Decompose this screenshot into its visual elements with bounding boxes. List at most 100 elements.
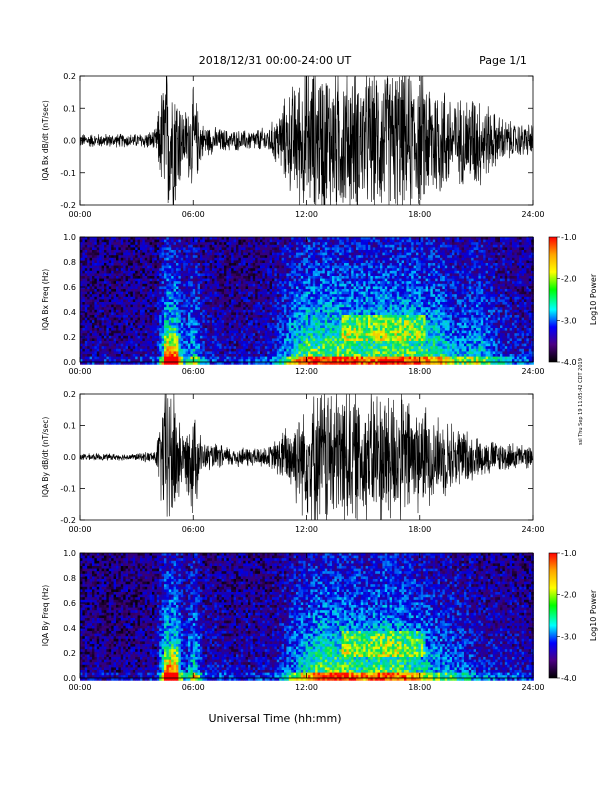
spectrogram-cell [118, 279, 121, 282]
spectrogram-cell [253, 305, 256, 308]
spectrogram-cell [253, 297, 256, 300]
spectrogram-cell [162, 247, 165, 250]
spectrogram-cell [265, 299, 268, 302]
spectrogram-cell [258, 344, 261, 347]
spectrogram-cell [154, 237, 157, 240]
spectrogram-cell [133, 346, 136, 349]
spectrogram-cell [260, 331, 263, 334]
spectrogram-cell [147, 349, 150, 352]
spectrogram-cell [210, 279, 213, 282]
spectrogram-cell [111, 328, 114, 331]
spectrogram-cell [99, 255, 102, 258]
spectrogram-cell [294, 255, 297, 258]
spectrogram-cell [178, 323, 181, 326]
spectrogram-cell [142, 307, 145, 310]
spectrogram-cell [322, 247, 325, 250]
spectrogram-cell [164, 315, 167, 318]
spectrogram-cell [267, 237, 270, 240]
spectrogram-cell [267, 320, 270, 323]
spectrogram-cell [214, 245, 217, 248]
spectrogram-cell [114, 263, 117, 266]
spectrogram-cell [154, 315, 157, 318]
spectrogram-cell [282, 260, 285, 263]
spectrogram-cell [265, 344, 268, 347]
spectrogram-cell [248, 305, 251, 308]
spectrogram-cell [224, 323, 227, 326]
spectrogram-cell [236, 281, 239, 284]
spectrogram-cell [238, 242, 241, 245]
spectrogram-cell [207, 349, 210, 352]
spectrogram-cell [217, 305, 220, 308]
spectrogram-cell [159, 273, 162, 276]
spectrogram-cell [90, 245, 93, 248]
spectrogram-cell [298, 325, 301, 328]
spectrogram-cell [236, 242, 239, 245]
spectrogram-cell [315, 266, 318, 269]
spectrogram-cell [308, 247, 311, 250]
spectrogram-cell [274, 302, 277, 305]
spectrogram-cell [152, 341, 155, 344]
spectrogram-cell [289, 281, 292, 284]
spectrogram-cell [234, 245, 237, 248]
spectrogram-cell [142, 323, 145, 326]
spectrogram-cell [238, 357, 241, 360]
spectrogram-cell [234, 333, 237, 336]
spectrogram-cell [135, 255, 138, 258]
spectrogram-cell [135, 250, 138, 253]
spectrogram-cell [231, 271, 234, 274]
spectrogram-cell [207, 351, 210, 354]
spectrogram-cell [214, 315, 217, 318]
spectrogram-cell [183, 294, 186, 297]
spectrogram-cell [298, 253, 301, 256]
spectrogram-cell [202, 237, 205, 240]
spectrogram-cell [320, 312, 323, 315]
spectrogram-cell [92, 336, 95, 339]
spectrogram-cell [214, 286, 217, 289]
spectrogram-cell [224, 281, 227, 284]
spectrogram-cell [114, 354, 117, 357]
spectrogram-cell [202, 320, 205, 323]
spectrogram-cell [291, 312, 294, 315]
spectrogram-cell [118, 242, 121, 245]
spectrogram-cell [306, 307, 309, 310]
spectrogram-cell [296, 325, 299, 328]
spectrogram-cell [291, 240, 294, 243]
spectrogram-cell [97, 318, 100, 321]
spectrogram-cell [205, 349, 208, 352]
spectrogram-cell [315, 349, 318, 352]
spectrogram-cell [219, 237, 222, 240]
spectrogram-cell [205, 346, 208, 349]
spectrogram-cell [114, 297, 117, 300]
spectrogram-cell [229, 299, 232, 302]
spectrogram-cell [229, 242, 232, 245]
spectrogram-cell [226, 333, 229, 336]
spectrogram-cell [190, 279, 193, 282]
spectrogram-cell [97, 341, 100, 344]
spectrogram-cell [154, 297, 157, 300]
spectrogram-cell [140, 242, 143, 245]
spectrogram-cell [133, 240, 136, 243]
spectrogram-cell [123, 240, 126, 243]
spectrogram-cell [92, 266, 95, 269]
spectrogram-cell [262, 286, 265, 289]
spectrogram-cell [99, 305, 102, 308]
spectrogram-cell [178, 328, 181, 331]
spectrogram-cell [200, 357, 203, 360]
spectrogram-cell [202, 299, 205, 302]
spectrogram-cell [116, 250, 119, 253]
spectrogram-cell [154, 344, 157, 347]
spectrogram-cell [279, 294, 282, 297]
spectrogram-cell [219, 305, 222, 308]
spectrogram-cell [289, 284, 292, 287]
spectrogram-cell [128, 253, 131, 256]
spectrogram-cell [238, 279, 241, 282]
spectrogram-cell [82, 240, 85, 243]
spectrogram-cell [126, 271, 129, 274]
spectrogram-cell [99, 299, 102, 302]
spectrogram-cell [270, 263, 273, 266]
spectrogram-cell [238, 286, 241, 289]
spectrogram-cell [104, 297, 107, 300]
spectrogram-cell [229, 333, 232, 336]
spectrogram-cell [159, 328, 162, 331]
spectrogram-cell [111, 297, 114, 300]
